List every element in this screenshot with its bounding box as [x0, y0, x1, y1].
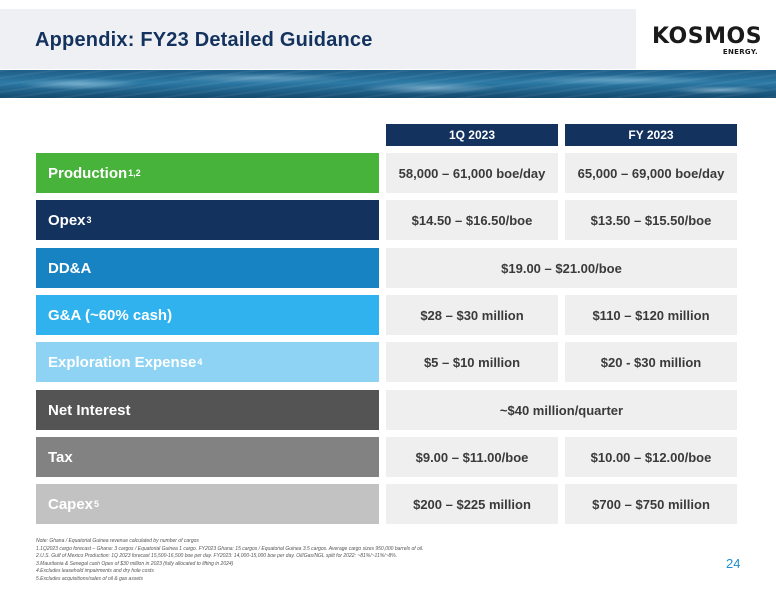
value-cell-q1: $5 – $10 million — [386, 342, 558, 382]
value-cell-q1: 58,000 – 61,000 boe/day — [386, 153, 558, 193]
row-label: Opex 3 — [36, 200, 379, 240]
kosmos-logo: KOSMOS ENERGY. — [652, 24, 762, 60]
footnote: Note: Ghana / Equatorial Guinea revenue … — [36, 538, 199, 544]
footnote-marker: 1,2 — [128, 168, 141, 178]
title-band — [0, 9, 636, 69]
footnote-marker: 5 — [94, 499, 100, 509]
footnote-marker: 4 — [197, 357, 203, 367]
row-label: Production 1,2 — [36, 153, 379, 193]
footnote-marker: 3 — [86, 215, 92, 225]
row-label-text: Capex — [48, 495, 94, 513]
value-cell-fy: 65,000 – 69,000 boe/day — [565, 153, 737, 193]
column-header-q1: 1Q 2023 — [386, 124, 558, 146]
value-cell-span: ~$40 million/quarter — [386, 390, 737, 430]
logo-subtitle: ENERGY. — [722, 48, 758, 56]
value-cell-fy: $20 - $30 million — [565, 342, 737, 382]
logo-wordmark: KOSMOS — [652, 24, 763, 49]
ocean-banner — [0, 70, 776, 98]
value-cell-fy: $13.50 – $15.50/boe — [565, 200, 737, 240]
page-title: Appendix: FY23 Detailed Guidance — [35, 29, 373, 51]
value-cell-q1: $28 – $30 million — [386, 295, 558, 335]
row-label-text: G&A (~60% cash) — [48, 306, 173, 324]
footnote: 5.Excludes acquisitions/sales of oil & g… — [36, 575, 143, 582]
page-number: 24 — [726, 556, 741, 571]
row-label: DD&A — [36, 248, 379, 288]
row-label: Tax — [36, 437, 379, 477]
row-label: Net Interest — [36, 390, 379, 430]
footnote: 4.Excludes leasehold impairments and dry… — [36, 568, 154, 575]
row-label: G&A (~60% cash) — [36, 295, 379, 335]
value-cell-fy: $10.00 – $12.00/boe — [565, 437, 737, 477]
footnote: 3.Mauritania & Senegal cash Opex of $30 … — [36, 560, 234, 567]
footnote: 1.1Q2023 cargo forecast – Ghana: 3 cargo… — [36, 545, 424, 552]
row-label-text: Exploration Expense — [48, 353, 197, 371]
row-label: Capex 5 — [36, 484, 379, 524]
footnote: 2.U.S. Gulf of Mexico Production: 1Q 202… — [36, 553, 398, 560]
header: Appendix: FY23 Detailed Guidance KOSMOS … — [0, 0, 776, 70]
value-cell-q1: $14.50 – $16.50/boe — [386, 200, 558, 240]
value-cell-fy: $110 – $120 million — [565, 295, 737, 335]
value-cell-fy: $700 – $750 million — [565, 484, 737, 524]
row-label-text: Opex — [48, 211, 86, 229]
row-label: Exploration Expense 4 — [36, 342, 379, 382]
footnotes: Note: Ghana / Equatorial Guinea revenue … — [36, 538, 696, 584]
value-cell-q1: $9.00 – $11.00/boe — [386, 437, 558, 477]
row-label-text: Production — [48, 164, 128, 182]
value-cell-span: $19.00 – $21.00/boe — [386, 248, 737, 288]
value-cell-q1: $200 – $225 million — [386, 484, 558, 524]
column-header-fy: FY 2023 — [565, 124, 737, 146]
row-label-text: Tax — [48, 448, 73, 466]
row-label-text: DD&A — [48, 259, 92, 277]
row-label-text: Net Interest — [48, 401, 131, 419]
